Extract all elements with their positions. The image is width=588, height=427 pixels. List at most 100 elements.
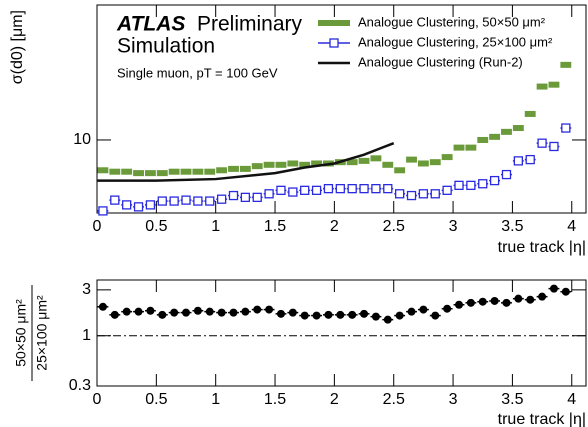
marker	[204, 168, 216, 175]
annotation: Single muon, pT = 100 GeV	[117, 65, 278, 80]
marker	[110, 195, 120, 205]
marker	[122, 200, 132, 210]
marker	[311, 160, 323, 167]
marker	[478, 179, 488, 189]
marker	[502, 298, 511, 307]
marker	[536, 83, 548, 90]
marker	[264, 189, 274, 199]
marker	[560, 61, 572, 68]
marker	[455, 300, 464, 309]
marker	[205, 196, 215, 206]
x-axis-label: true track |η|	[498, 411, 586, 427]
marker	[287, 160, 299, 167]
series	[97, 123, 572, 216]
marker	[371, 312, 380, 321]
marker	[134, 307, 143, 316]
marker	[406, 190, 417, 201]
marker	[182, 308, 191, 317]
marker	[524, 110, 536, 117]
y-tick-label: 10	[73, 131, 91, 148]
marker	[265, 305, 274, 314]
marker	[217, 308, 226, 317]
marker	[513, 156, 523, 166]
legend-swatch	[318, 20, 350, 26]
marker	[490, 296, 499, 305]
x-tick-label: 4	[567, 391, 576, 408]
marker	[454, 180, 464, 191]
subtitle: Simulation	[117, 35, 215, 58]
x-tick-label: 0	[93, 391, 102, 408]
legend-swatch	[329, 38, 339, 48]
marker	[239, 165, 251, 172]
marker	[478, 297, 487, 306]
marker	[133, 170, 144, 177]
x-tick-label: 2	[330, 391, 339, 408]
marker	[489, 175, 500, 186]
marker	[430, 189, 440, 199]
marker	[441, 154, 453, 161]
marker	[335, 183, 345, 194]
marker	[419, 305, 428, 314]
x-tick-label: 0	[93, 218, 102, 235]
marker	[157, 196, 167, 206]
x-tick-label: 4	[567, 218, 576, 235]
marker	[561, 123, 571, 133]
marker	[252, 192, 262, 203]
marker	[276, 309, 285, 318]
marker	[205, 307, 214, 316]
marker	[370, 155, 382, 162]
marker	[324, 310, 333, 319]
marker	[300, 311, 309, 320]
marker	[156, 170, 168, 177]
y-tick-label: 1	[82, 327, 91, 344]
atlas-label: ATLAS	[116, 13, 185, 36]
marker	[394, 167, 406, 174]
marker	[548, 81, 560, 88]
legend-label: Analogue Clustering, 25×100 μm²	[358, 34, 553, 49]
y-tick-label: 3	[82, 281, 91, 298]
marker	[429, 159, 441, 166]
marker	[360, 309, 369, 318]
marker	[216, 194, 227, 204]
marker	[466, 180, 476, 191]
marker	[371, 183, 381, 194]
marker	[311, 185, 322, 195]
marker	[276, 185, 286, 195]
y-axis-label-denominator: 25×100 μm²	[34, 295, 50, 371]
marker	[501, 128, 512, 135]
marker	[407, 307, 416, 316]
marker	[489, 133, 501, 140]
marker	[122, 307, 131, 316]
x-tick-label: 0.5	[145, 218, 167, 235]
marker	[347, 183, 357, 194]
marker	[158, 310, 167, 319]
x-axis-label: true track |η|	[498, 239, 586, 256]
marker	[512, 125, 524, 132]
marker	[336, 310, 345, 319]
marker	[229, 308, 238, 317]
marker	[395, 311, 404, 320]
marker	[383, 315, 392, 324]
y-tick-label: 0.3	[69, 377, 91, 394]
marker	[431, 311, 440, 320]
marker	[299, 161, 311, 168]
x-tick-label: 3	[449, 218, 458, 235]
marker	[442, 185, 452, 195]
marker	[288, 187, 298, 197]
marker	[466, 298, 475, 307]
x-tick-label: 2.5	[383, 391, 405, 408]
marker	[383, 183, 393, 194]
marker	[98, 206, 108, 216]
marker	[241, 307, 250, 316]
marker	[193, 196, 203, 206]
marker	[263, 161, 275, 168]
marker	[549, 284, 558, 293]
marker	[275, 161, 287, 168]
marker	[146, 306, 155, 315]
series	[97, 142, 395, 182]
marker	[348, 310, 357, 319]
status-label: Preliminary	[197, 13, 303, 36]
x-tick-label: 3	[449, 391, 458, 408]
marker	[443, 304, 452, 313]
marker	[514, 294, 523, 303]
